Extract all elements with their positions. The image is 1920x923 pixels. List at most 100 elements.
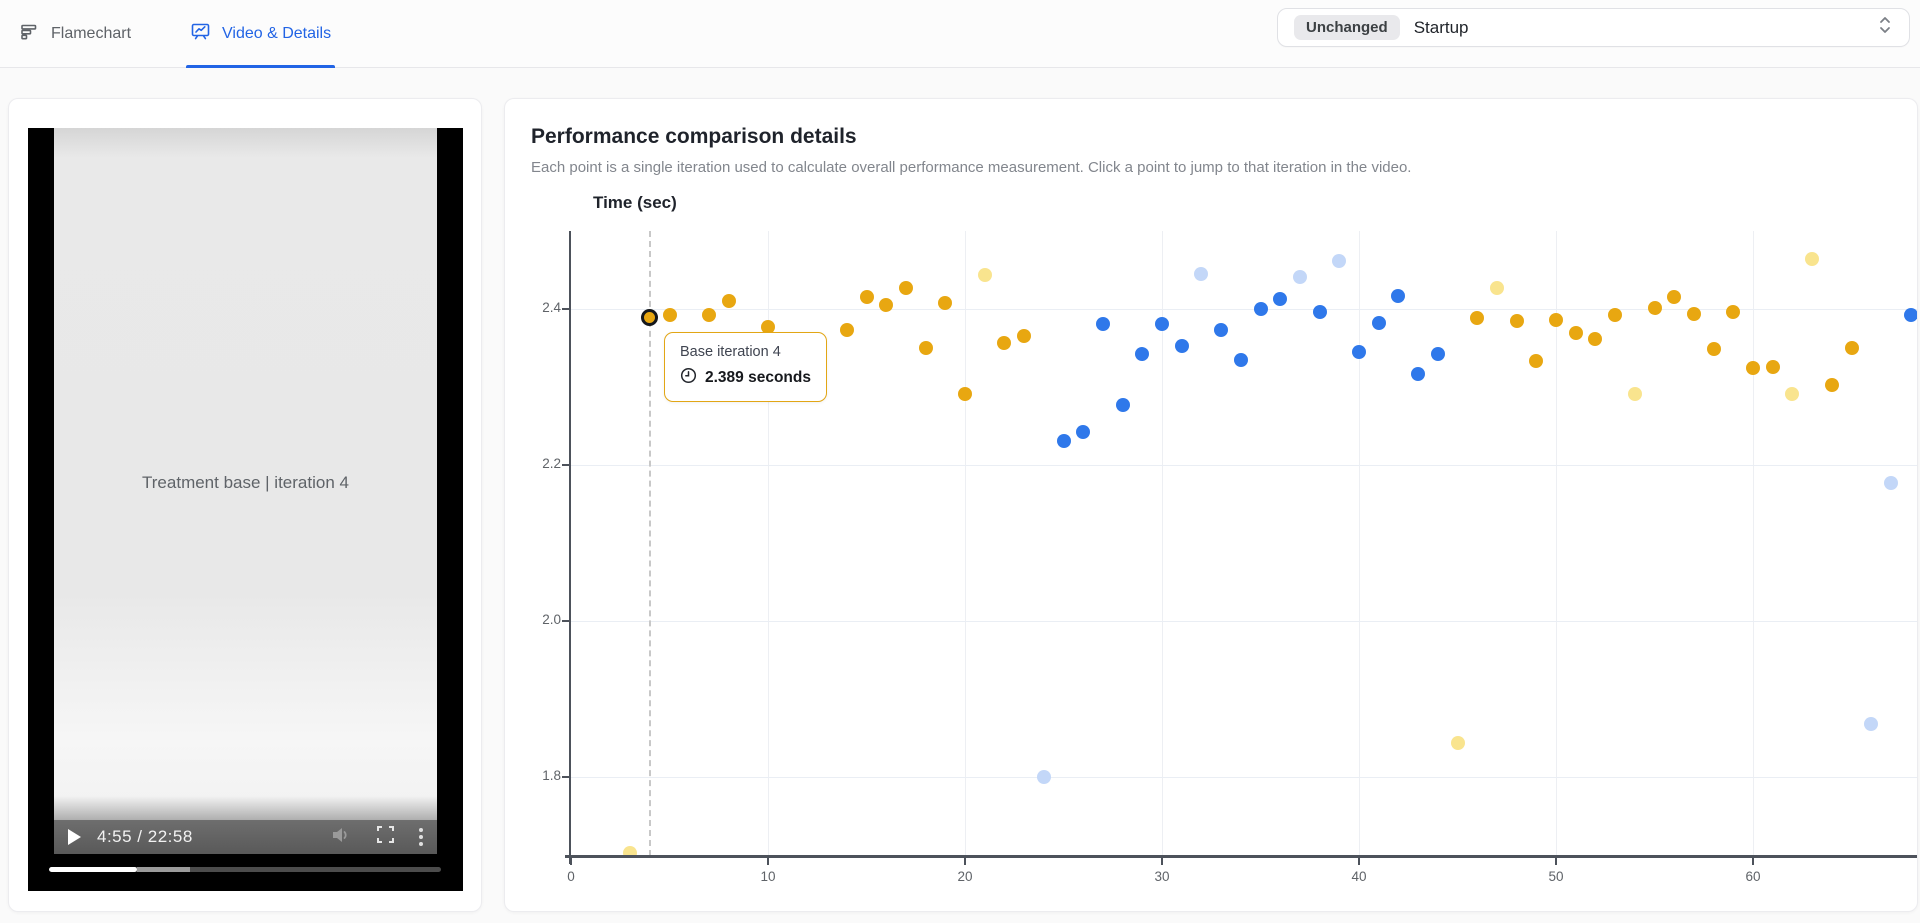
data-point-base-faded[interactable] (1627, 387, 1642, 402)
tab-video-details[interactable]: Video & Details (185, 0, 336, 68)
selected-data-point[interactable] (641, 309, 659, 327)
data-point-base[interactable] (1667, 290, 1682, 305)
data-point-treatment[interactable] (1371, 316, 1386, 331)
data-point-treatment-faded[interactable] (1864, 716, 1879, 731)
video-controls: 4:55 / 22:58 (54, 820, 437, 854)
x-axis-tick (1358, 858, 1360, 865)
gridline-horizontal (571, 465, 1917, 466)
data-point-base[interactable] (1017, 328, 1032, 343)
data-point-base[interactable] (938, 295, 953, 310)
data-point-base[interactable] (1746, 360, 1760, 375)
data-point-treatment[interactable] (1273, 291, 1288, 306)
y-axis-tick-label: 2.2 (542, 456, 561, 471)
x-axis-tick-label: 10 (760, 869, 776, 884)
tooltip-title: Base iteration 4 (680, 344, 781, 360)
comparison-select-value: Startup (1413, 17, 1469, 37)
fullscreen-icon[interactable] (376, 825, 395, 849)
y-axis-title: Time (sec) (593, 193, 677, 212)
data-point-base[interactable] (1647, 301, 1662, 316)
data-point-base[interactable] (1549, 312, 1563, 327)
data-point-treatment[interactable] (1253, 302, 1268, 316)
data-point-base-faded[interactable] (1785, 387, 1800, 402)
gridline-vertical (768, 231, 769, 856)
data-point-base[interactable] (997, 336, 1012, 351)
data-point-treatment[interactable] (1155, 316, 1169, 331)
gridline-vertical (1753, 231, 1754, 856)
x-axis-tick (1555, 858, 1557, 865)
data-point-treatment[interactable] (1056, 433, 1071, 448)
data-point-treatment[interactable] (1076, 425, 1091, 440)
data-point-treatment[interactable] (1391, 288, 1406, 303)
data-point-treatment-faded[interactable] (1036, 770, 1051, 784)
data-point-base[interactable] (1568, 326, 1583, 341)
data-point-base[interactable] (1844, 341, 1859, 355)
data-point-treatment[interactable] (1430, 347, 1445, 362)
controls-shade (54, 796, 437, 820)
data-point-treatment-faded[interactable] (1883, 475, 1898, 490)
data-point-treatment[interactable] (1233, 353, 1248, 368)
clock-icon (680, 367, 697, 389)
data-point-treatment-faded[interactable] (1332, 253, 1347, 268)
data-point-treatment[interactable] (1174, 338, 1189, 353)
volume-icon[interactable] (330, 824, 352, 851)
x-axis-tick (1752, 858, 1754, 865)
video-frame: Treatment base | iteration 4 4:55 / 22:5… (54, 128, 437, 854)
y-axis-tick (562, 620, 569, 622)
data-point-treatment[interactable] (1411, 366, 1426, 381)
progress-played (49, 867, 138, 872)
data-point-base[interactable] (1608, 308, 1623, 323)
data-point-base[interactable] (1726, 305, 1741, 320)
data-point-base[interactable] (662, 308, 677, 323)
status-badge: Unchanged (1294, 15, 1400, 40)
data-point-base-faded[interactable] (623, 845, 638, 856)
data-point-base-faded[interactable] (1489, 280, 1504, 295)
data-point-treatment[interactable] (1214, 323, 1229, 338)
data-point-treatment[interactable] (1352, 344, 1366, 359)
data-point-base[interactable] (1588, 332, 1603, 347)
data-point-treatment[interactable] (1903, 308, 1917, 323)
data-point-base[interactable] (701, 308, 716, 323)
x-axis-tick-label: 30 (1154, 869, 1170, 884)
video-player[interactable]: Treatment base | iteration 4 4:55 / 22:5… (28, 128, 463, 891)
data-point-base[interactable] (859, 290, 874, 305)
data-point-base[interactable] (1686, 306, 1701, 321)
more-options-icon[interactable] (419, 828, 423, 846)
data-point-base[interactable] (761, 319, 775, 334)
y-axis-tick (562, 776, 569, 778)
data-point-treatment-faded[interactable] (1292, 270, 1307, 285)
x-axis-tick (767, 858, 769, 865)
data-point-base[interactable] (1509, 314, 1524, 329)
data-point-base-faded[interactable] (977, 268, 992, 283)
data-point-treatment[interactable] (1115, 397, 1130, 412)
data-point-base[interactable] (918, 341, 933, 355)
data-point-base[interactable] (958, 387, 972, 402)
tab-flamechart[interactable]: Flamechart (20, 0, 131, 68)
data-point-base[interactable] (721, 294, 736, 309)
data-point-treatment[interactable] (1312, 305, 1327, 320)
data-point-treatment-faded[interactable] (1194, 266, 1209, 281)
data-point-base[interactable] (1706, 341, 1721, 356)
tooltip-value: 2.389 seconds (705, 369, 811, 386)
video-progress-bar[interactable] (49, 867, 441, 872)
data-point-base[interactable] (1824, 378, 1839, 393)
point-tooltip: Base iteration 4 2.389 seconds (664, 332, 827, 402)
data-point-base[interactable] (839, 323, 854, 338)
comparison-select[interactable]: Unchanged Startup (1277, 8, 1910, 47)
data-point-base[interactable] (1529, 354, 1544, 369)
data-point-base[interactable] (1470, 311, 1485, 326)
data-point-base[interactable] (898, 280, 913, 295)
select-chevrons-icon (1877, 14, 1893, 41)
play-button[interactable] (68, 829, 81, 845)
data-point-treatment[interactable] (1135, 347, 1150, 362)
video-card: Treatment base | iteration 4 4:55 / 22:5… (8, 98, 482, 912)
gridline-vertical (965, 231, 966, 856)
data-point-base-faded[interactable] (1450, 736, 1465, 751)
x-axis-tick (964, 858, 966, 865)
data-point-treatment[interactable] (1095, 316, 1110, 331)
data-point-base-faded[interactable] (1805, 252, 1820, 267)
selected-iteration-line (648, 231, 651, 856)
gridline-vertical (1162, 231, 1163, 856)
data-point-base[interactable] (879, 298, 894, 313)
data-point-base[interactable] (1765, 359, 1780, 374)
y-axis-tick-label: 2.4 (542, 300, 561, 315)
